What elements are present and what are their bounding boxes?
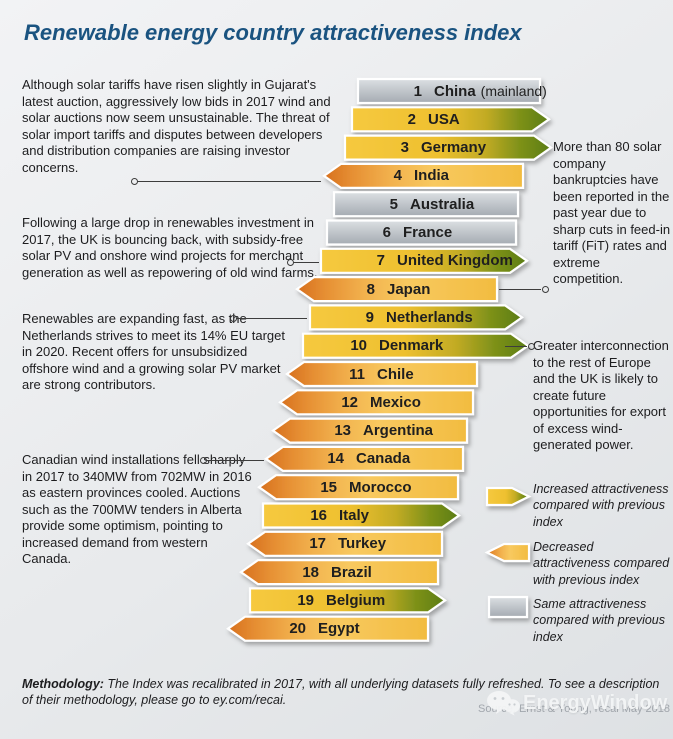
legend-item-increased: Increased attractiveness compared with p… [533, 482, 669, 529]
connector-line [293, 262, 319, 263]
bar-country: Egypt [318, 620, 360, 638]
legend-item-same: Same attractiveness compared with previo… [533, 597, 666, 644]
legend-swatch-decreased [484, 542, 531, 563]
bar-rank: 4 [393, 167, 402, 185]
watermark-text: EnergyWindow [523, 691, 668, 714]
bar-rank: 8 [366, 280, 375, 298]
bar-country: Belgium [326, 591, 386, 609]
bar-country: Australia [410, 195, 475, 213]
bar-country: Chile [377, 365, 414, 383]
bar-country: Denmark [379, 337, 444, 355]
bar-rank: 12 [341, 393, 358, 411]
bar-rank: 18 [302, 563, 319, 581]
bar-rank: 1 [413, 82, 422, 100]
annotation-canada: Canadian wind installations fell sharply… [22, 452, 252, 566]
bar-rank: 19 [297, 591, 314, 609]
bar-country: United Kingdom [397, 252, 513, 270]
bar-row-france: 6 France [327, 221, 516, 245]
annotation-india: Although solar tariffs have risen slight… [22, 77, 331, 175]
bar-country: France [403, 224, 453, 241]
bar-country: Germany [421, 139, 487, 157]
bar-country: India [414, 167, 450, 185]
bar-row-egypt: 20 Egypt [228, 617, 428, 641]
bar-row-germany: 3 Germany [345, 136, 551, 160]
bar-rank: 13 [334, 422, 351, 440]
bar-rank: 5 [389, 195, 398, 213]
bar-rank: 7 [376, 252, 385, 270]
bar-row-italy: 16 Italy [263, 504, 459, 528]
bar-row-morocco: 15 Morocco [259, 475, 458, 499]
connector-dot [542, 286, 549, 293]
connector-dot [200, 457, 207, 464]
bar-row-denmark: 10 Denmark [303, 334, 528, 358]
wechat-icon [487, 691, 520, 716]
bar-country: USA [428, 110, 460, 128]
bar-row-australia: 5 Australia [334, 192, 518, 216]
bar-country: Netherlands [386, 308, 473, 326]
bar-row-china: 1 China (mainland) [358, 79, 547, 103]
connector-line [206, 460, 264, 461]
annotation-japan: More than 80 solar company bankruptcies … [553, 139, 671, 286]
bar-row-japan: 8 Japan [297, 277, 497, 301]
bar-row-belgium: 19 Belgium [250, 588, 445, 612]
bar-rank: 17 [309, 535, 326, 553]
legend-item-decreased: Decreased attractiveness compared with p… [533, 540, 670, 587]
annotation-denmark: Greater interconnection to the rest of E… [533, 338, 669, 452]
bar-row-netherlands: 9 Netherlands [310, 305, 522, 329]
source-credit: Source: Ernst & Young, recai May 2018 [478, 703, 671, 715]
bar-rank: 20 [289, 620, 306, 638]
connector-dot [230, 315, 237, 322]
bar-country: Turkey [338, 535, 387, 553]
bar-rank: 9 [365, 308, 374, 326]
bar-country: Canada [356, 450, 411, 468]
legend-swatch-same [487, 595, 529, 619]
annotation-netherlands: Renewables are expanding fast, as the Ne… [22, 311, 286, 392]
methodology-note: Methodology: The Index was recalibrated … [22, 676, 664, 709]
connector-dot [287, 259, 294, 266]
bar-row-usa: 2 USA [352, 107, 549, 131]
bar-country: Argentina [363, 422, 434, 440]
methodology-text: The Index was recalibrated in 2017, with… [22, 677, 660, 708]
bar-rank: 11 [349, 365, 365, 383]
bar-row-india: 4 India [324, 164, 523, 188]
bar-country: Italy [339, 507, 370, 524]
bar-row-chile: 11 Chile [287, 362, 477, 386]
connector-line [137, 181, 321, 182]
bar-rank: 14 [327, 450, 344, 468]
bar-row-united-kingdom: 7 United Kingdom [321, 249, 527, 273]
bar-rank: 15 [320, 478, 337, 496]
bar-rank: 3 [400, 139, 409, 157]
bar-rank: 10 [350, 337, 367, 355]
connector-line [499, 289, 541, 290]
bar-country-note: (mainland) [480, 83, 547, 99]
connector-line [236, 318, 307, 319]
watermark: EnergyWindow [486, 690, 667, 716]
bar-country: Morocco [349, 478, 412, 496]
connector-dot [528, 343, 535, 350]
bar-rank: 6 [382, 224, 391, 241]
bar-rank: 2 [407, 110, 416, 128]
bar-row-canada: 14 Canada [266, 447, 463, 471]
methodology-label: Methodology: [22, 677, 104, 691]
bar-country: Mexico [370, 393, 421, 411]
bar-country: Brazil [331, 563, 372, 581]
legend-swatch-increased [485, 486, 532, 507]
page-title: Renewable energy country attractiveness … [24, 20, 522, 45]
bar-rank: 16 [310, 507, 327, 524]
bar-country: Japan [387, 280, 431, 298]
connector-line [505, 346, 527, 347]
bar-row-argentina: 13 Argentina [273, 419, 467, 443]
bar-row-turkey: 17 Turkey [248, 532, 442, 556]
annotation-uk: Following a large drop in renewables inv… [22, 215, 318, 280]
connector-dot [131, 178, 138, 185]
bar-row-mexico: 12 Mexico [280, 390, 473, 414]
bar-country: China [434, 82, 476, 100]
bar-row-brazil: 18 Brazil [241, 560, 438, 584]
